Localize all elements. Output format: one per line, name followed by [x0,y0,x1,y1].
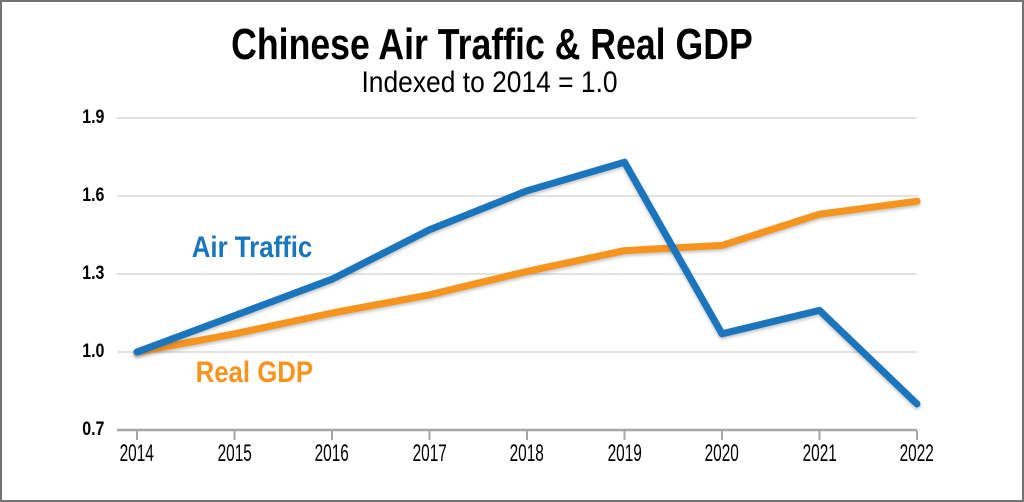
chart-title-text: Chinese Air Traffic & Real GDP [231,20,753,69]
real-gdp-line-label: Real GDP [154,358,354,388]
x-tick-label-text: 2015 [217,440,252,467]
x-tick-label-2019: 2019 [585,442,665,466]
x-tick-label-2017: 2017 [390,442,470,466]
y-tick-label-text: 1.3 [81,263,104,284]
x-tick-label-2022: 2022 [877,442,957,466]
air-traffic-line-label: Air Traffic [152,233,352,263]
x-tick-label-text: 2019 [607,440,642,467]
chart-subtitle-text: Indexed to 2014 = 1.0 [361,66,618,99]
x-tick-label-2021: 2021 [780,442,860,466]
y-tick-label-text: 1.9 [81,107,104,128]
y-tick-label-1.0: 1.0 [42,340,104,364]
y-tick-label-text: 1.6 [81,185,104,206]
x-tick-label-text: 2017 [412,440,447,467]
series-line-air-traffic [133,158,921,408]
y-tick-label-0.7: 0.7 [42,418,104,442]
real-gdp-line-label-text: Real GDP [195,356,313,389]
series-line-real-gdp [133,197,921,356]
x-tick-label-text: 2021 [802,440,837,467]
x-tick-label-2015: 2015 [195,442,275,466]
x-tick-label-text: 2020 [704,440,740,467]
x-tick-label-text: 2018 [509,440,545,467]
y-tick-label-text: 1.0 [81,341,104,362]
x-tick-label-2014: 2014 [97,442,177,466]
y-tick-label-text: 0.7 [81,419,104,440]
y-tick-label-1.6: 1.6 [42,184,104,208]
x-tick-label-2018: 2018 [487,442,567,466]
x-tick-label-2020: 2020 [682,442,762,466]
x-tick-label-2016: 2016 [292,442,372,466]
chart-title: Chinese Air Traffic & Real GDP [2,23,982,67]
y-tick-label-1.3: 1.3 [42,262,104,286]
x-tick-label-text: 2016 [314,440,350,467]
x-tick-label-text: 2014 [119,440,155,467]
y-tick-label-1.9: 1.9 [42,106,104,130]
chart-subtitle: Indexed to 2014 = 1.0 [2,68,977,98]
x-tick-label-text: 2022 [899,440,935,467]
air-traffic-line-label-text: Air Traffic [191,231,313,264]
